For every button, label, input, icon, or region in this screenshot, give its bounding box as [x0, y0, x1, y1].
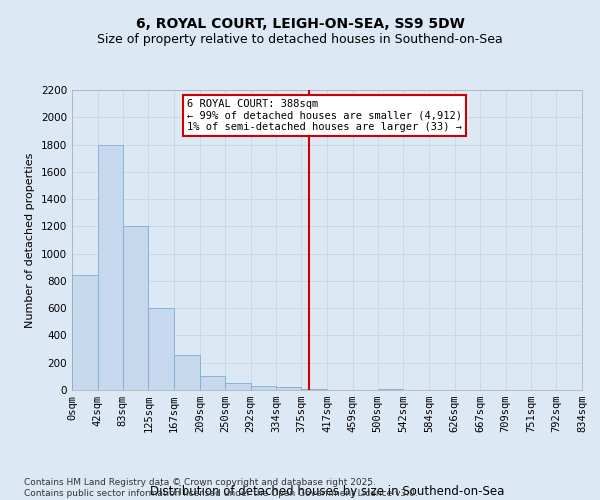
- Bar: [251, 386, 276, 390]
- Text: Contains HM Land Registry data © Crown copyright and database right 2025.
Contai: Contains HM Land Registry data © Crown c…: [24, 478, 418, 498]
- Bar: [225, 383, 251, 390]
- Bar: [123, 226, 148, 390]
- Y-axis label: Number of detached properties: Number of detached properties: [25, 152, 35, 328]
- X-axis label: Distribution of detached houses by size in Southend-on-Sea: Distribution of detached houses by size …: [150, 485, 504, 498]
- Bar: [148, 308, 174, 390]
- Bar: [174, 354, 200, 390]
- Text: 6, ROYAL COURT, LEIGH-ON-SEA, SS9 5DW: 6, ROYAL COURT, LEIGH-ON-SEA, SS9 5DW: [136, 18, 464, 32]
- Bar: [98, 144, 123, 390]
- Bar: [72, 276, 98, 390]
- Text: Size of property relative to detached houses in Southend-on-Sea: Size of property relative to detached ho…: [97, 32, 503, 46]
- Bar: [200, 376, 225, 390]
- Bar: [301, 388, 327, 390]
- Text: 6 ROYAL COURT: 388sqm
← 99% of detached houses are smaller (4,912)
1% of semi-de: 6 ROYAL COURT: 388sqm ← 99% of detached …: [187, 99, 462, 132]
- Bar: [276, 386, 301, 390]
